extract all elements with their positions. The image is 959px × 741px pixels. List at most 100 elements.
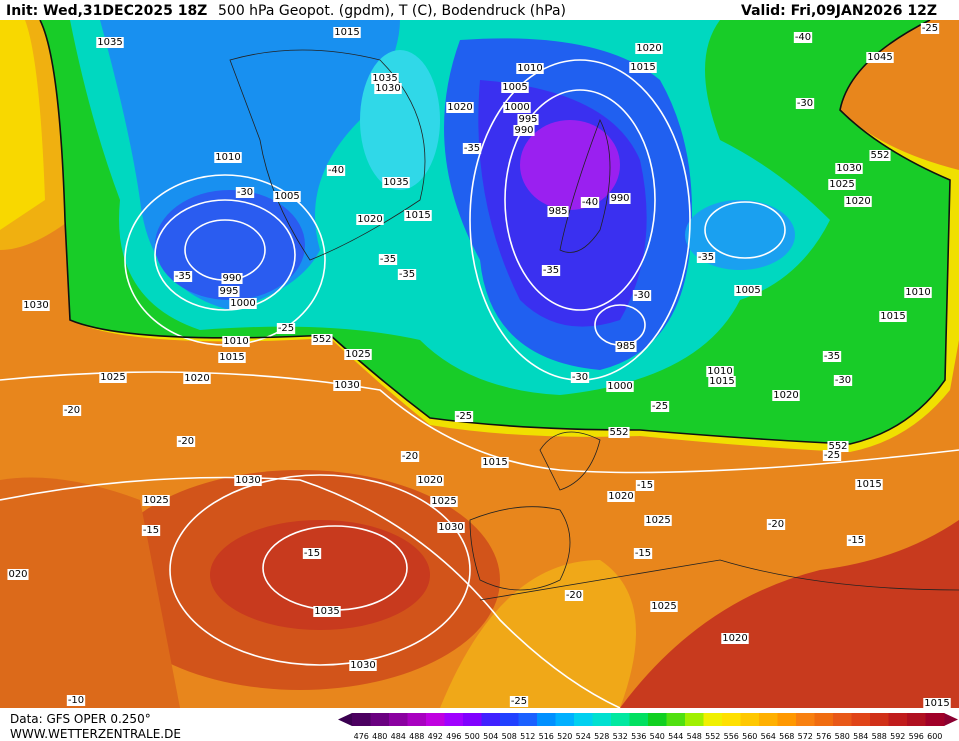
contour-label: -35	[399, 269, 415, 280]
contour-label: 1005	[274, 191, 299, 202]
colorbar-swatch	[574, 713, 593, 726]
colorbar-swatch	[481, 713, 501, 726]
colorbar-label: 584	[853, 732, 868, 741]
label-box	[378, 254, 398, 265]
colorbar-label: 528	[594, 732, 609, 741]
contour-label: 1005	[502, 82, 527, 93]
label-box	[349, 660, 377, 671]
init-time: Init: Wed,31DEC2025 18Z	[6, 3, 207, 19]
contour-label: 1025	[100, 372, 125, 383]
colorbar-label: 484	[391, 732, 406, 741]
isobar	[169, 474, 471, 666]
coastline	[469, 506, 571, 591]
contour-label: 1010	[517, 63, 542, 74]
colorbar-label: 556	[724, 732, 739, 741]
label-box	[416, 475, 444, 486]
colorbar-swatch	[389, 713, 408, 726]
contour-label: 1030	[836, 163, 861, 174]
label-box	[516, 63, 544, 74]
label-box	[635, 480, 655, 491]
label-box	[183, 373, 211, 384]
colorbar-arrow	[338, 713, 352, 726]
contour-label: -30	[237, 187, 253, 198]
label-box	[795, 98, 815, 109]
label-box	[570, 372, 590, 383]
label-box	[234, 475, 262, 486]
label-box	[344, 349, 372, 360]
colorbar-swatch	[685, 713, 704, 726]
contour-label: 995	[219, 286, 238, 297]
contour-label: 1035	[97, 37, 122, 48]
contour-label: 1020	[447, 102, 472, 113]
colorbar-swatch	[648, 713, 667, 726]
colorbar-label: 480	[372, 732, 387, 741]
label-box	[371, 73, 399, 84]
label-box	[7, 569, 29, 580]
colorbar-label: 596	[909, 732, 924, 741]
colorbar-swatch	[518, 713, 538, 726]
colorbar-label: 540	[650, 732, 665, 741]
label-box	[708, 376, 736, 387]
contour-label: 1025	[829, 179, 854, 190]
contour-label: -35	[175, 271, 191, 282]
colorbar-swatch	[407, 713, 427, 726]
colorbar-swatch	[592, 713, 612, 726]
contour-label: -15	[143, 525, 159, 536]
label-box	[846, 535, 866, 546]
contour-label: -20	[566, 590, 582, 601]
label-box	[650, 401, 670, 412]
contour-label: 1020	[357, 214, 382, 225]
label-box	[513, 125, 535, 136]
label-box	[547, 206, 569, 217]
label-box	[326, 165, 346, 176]
colorbar-swatch	[370, 713, 390, 726]
colorbar-swatch	[888, 713, 908, 726]
contour-label: -25	[824, 450, 840, 461]
colorbar-swatch	[796, 713, 815, 726]
contour-label: -40	[328, 165, 344, 176]
colorbar-label: 532	[613, 732, 628, 741]
label-box	[501, 82, 529, 93]
colorbar-label: 568	[779, 732, 794, 741]
label-box	[62, 405, 82, 416]
contour-label: 1010	[905, 287, 930, 298]
colorbar-label: 552	[705, 732, 720, 741]
colorbar-label: 544	[668, 732, 683, 741]
label-box	[920, 23, 940, 34]
contour-label: -15	[635, 548, 651, 559]
coastline	[539, 431, 601, 491]
colorbar-label: 536	[631, 732, 646, 741]
label-box	[833, 375, 853, 386]
colorbar-label: 516	[539, 732, 554, 741]
contour-label: -35	[543, 265, 559, 276]
contour-label: -30	[797, 98, 813, 109]
label-box	[221, 273, 243, 284]
colorbar-swatch	[444, 713, 464, 726]
coastline	[479, 559, 959, 601]
label-box	[879, 311, 907, 322]
colorbar-swatch	[722, 713, 741, 726]
label-box	[644, 515, 672, 526]
contour-label: 1020	[722, 633, 747, 644]
contour-label: 1035	[383, 177, 408, 188]
contour-label: 1015	[405, 210, 430, 221]
contour-label: 552	[312, 334, 331, 345]
label-box	[615, 341, 637, 352]
label-box	[311, 334, 333, 345]
colorbar-label: 496	[446, 732, 461, 741]
colorbar-swatch	[740, 713, 760, 726]
label-box	[608, 427, 630, 438]
label-box	[517, 114, 539, 125]
cold-field	[360, 50, 440, 190]
contour-label: 1010	[215, 152, 240, 163]
contour-label: 1020	[636, 43, 661, 54]
contour-label: 1020	[845, 196, 870, 207]
label-box	[333, 380, 361, 391]
warm-field	[0, 477, 180, 708]
contour-label: 1010	[223, 336, 248, 347]
label-box	[374, 83, 402, 94]
contour-label: 1035	[372, 73, 397, 84]
colorbar-label: 560	[742, 732, 757, 741]
